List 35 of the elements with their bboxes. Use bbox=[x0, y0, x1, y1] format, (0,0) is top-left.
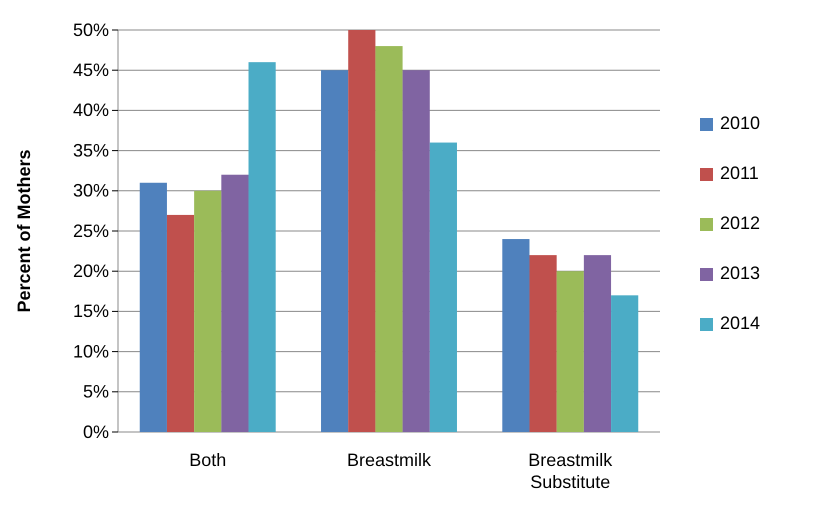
y-tick-label: 35% bbox=[72, 140, 109, 160]
x-tick-label: Breastmilk Substitute bbox=[528, 450, 614, 492]
bar bbox=[402, 70, 430, 432]
y-tick-label: 20% bbox=[72, 260, 109, 281]
bar bbox=[194, 190, 222, 432]
y-tick-label: 30% bbox=[72, 180, 109, 201]
bar bbox=[248, 62, 276, 432]
bar bbox=[166, 214, 194, 432]
bar bbox=[140, 182, 167, 432]
y-tick-label: 0% bbox=[82, 422, 109, 442]
bar bbox=[584, 255, 612, 432]
bar bbox=[611, 295, 638, 432]
y-tick-label: 40% bbox=[72, 100, 109, 120]
legend-label: 2012 bbox=[720, 213, 760, 233]
bar bbox=[529, 255, 557, 432]
y-tick-label: 45% bbox=[72, 60, 109, 80]
legend-label: 2010 bbox=[720, 113, 760, 133]
bar bbox=[321, 70, 348, 432]
y-tick-label: 15% bbox=[72, 301, 109, 322]
x-tick-label: Breastmilk bbox=[346, 450, 432, 470]
y-tick-label: 50% bbox=[72, 20, 109, 40]
y-tick-label: 5% bbox=[82, 382, 109, 402]
bar bbox=[221, 174, 249, 432]
bar bbox=[502, 239, 530, 432]
y-axis-title: Percent of Mothers bbox=[14, 149, 34, 313]
bar bbox=[375, 46, 403, 432]
legend-label: 2014 bbox=[720, 313, 760, 333]
legend-label: 2013 bbox=[720, 263, 760, 283]
bar bbox=[556, 271, 584, 432]
y-tick-label: 10% bbox=[72, 341, 109, 362]
x-tick-label: Both bbox=[189, 450, 226, 470]
legend-label: 2011 bbox=[720, 163, 759, 183]
bar bbox=[430, 142, 457, 432]
bar bbox=[348, 30, 376, 432]
y-tick-label: 25% bbox=[72, 220, 109, 241]
